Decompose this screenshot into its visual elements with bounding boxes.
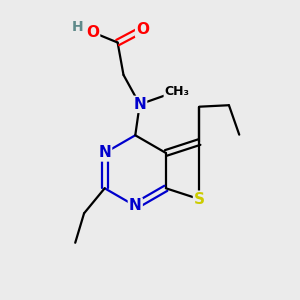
Text: N: N xyxy=(98,146,111,160)
Text: N: N xyxy=(129,198,142,213)
Text: CH₃: CH₃ xyxy=(165,85,190,98)
Text: S: S xyxy=(194,192,205,207)
Text: N: N xyxy=(133,97,146,112)
Text: O: O xyxy=(136,22,149,37)
Text: O: O xyxy=(86,25,99,40)
Text: H: H xyxy=(71,20,83,34)
